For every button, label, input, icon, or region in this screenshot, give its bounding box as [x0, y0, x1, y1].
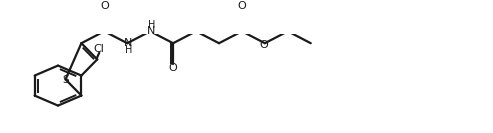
- Text: O: O: [238, 1, 246, 11]
- Text: N: N: [147, 26, 155, 36]
- Text: H: H: [147, 20, 155, 30]
- Text: N: N: [124, 38, 133, 48]
- Text: O: O: [169, 63, 177, 73]
- Text: O: O: [259, 40, 268, 50]
- Text: Cl: Cl: [94, 44, 105, 54]
- Text: S: S: [62, 75, 69, 85]
- Text: H: H: [125, 45, 132, 55]
- Text: O: O: [100, 1, 108, 11]
